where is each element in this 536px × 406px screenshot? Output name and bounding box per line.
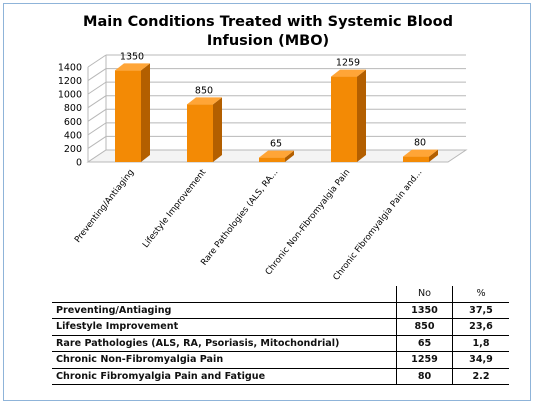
- y-tick-label: 600: [64, 117, 82, 128]
- table-row: Rare Pathologies (ALS, RA, Psoriasis, Mi…: [52, 335, 509, 352]
- gridline-depth: [87, 136, 107, 149]
- bar-front: [187, 104, 213, 162]
- x-axis-ticks: Preventing/Antiaging Lifestyle Improvemen…: [73, 167, 424, 280]
- bars: [115, 63, 438, 163]
- table-cell-pct: 34,9: [452, 351, 509, 369]
- x-tick-label: Chronic Non-Fibromyalgia Pain: [264, 168, 353, 278]
- bar-side: [141, 63, 150, 163]
- chart-title-line: Infusion (MBO): [207, 33, 329, 49]
- bar-side: [429, 149, 438, 162]
- table-header-pct: %: [452, 286, 509, 303]
- table-row: Preventing/Antiaging 1350 37,5: [52, 302, 509, 319]
- y-tick-label: 1400: [58, 63, 82, 74]
- table-header-no: No: [396, 286, 453, 303]
- data-table: No % Preventing/Antiaging 1350 37,5 Life…: [52, 286, 509, 385]
- data-label: 1259: [336, 58, 360, 69]
- table-cell-name: Chronic Fibromyalgia Pain and Fatigue: [52, 368, 397, 385]
- table-header-name: [52, 286, 397, 303]
- bar-chart: Main Conditions Treated with Systemic Bl…: [58, 14, 468, 280]
- y-tick-label: 1200: [58, 76, 82, 87]
- bar-top: [115, 63, 150, 71]
- y-tick-label: 800: [64, 103, 82, 114]
- data-label: 65: [270, 139, 282, 150]
- table-cell-pct: 23,6: [452, 318, 509, 336]
- bar-top: [331, 69, 366, 77]
- table-cell-name: Rare Pathologies (ALS, RA, Psoriasis, Mi…: [52, 335, 397, 352]
- x-tick-label: Preventing/Antiaging: [73, 168, 136, 245]
- data-label: 850: [195, 85, 213, 96]
- table-cell-name: Lifestyle Improvement: [52, 318, 397, 336]
- data-label: 1350: [120, 51, 144, 62]
- bar-front: [115, 70, 141, 162]
- y-tick-label: 200: [64, 144, 82, 155]
- gridline-depth: [87, 122, 107, 136]
- data-label: 80: [414, 138, 426, 149]
- y-tick-label: 400: [64, 130, 82, 141]
- y-tick-label: 1000: [58, 90, 82, 101]
- x-tick-label: Chronic Fibromyalgia Pain and...: [331, 168, 424, 280]
- table-cell-name: Preventing/Antiaging: [52, 302, 397, 319]
- y-axis-ticks: 0 200 400 600 800 1000 1200 1400: [58, 63, 82, 169]
- table-cell-no: 65: [396, 335, 453, 352]
- bar-side: [285, 150, 294, 162]
- table-cell-no: 850: [396, 318, 453, 336]
- gridline-depth: [87, 54, 107, 68]
- table-cell-name: Chronic Non-Fibromyalgia Pain: [52, 351, 397, 369]
- gridline-depth: [87, 68, 107, 81]
- x-tick-label: Lifestyle Improvement: [141, 167, 209, 250]
- chart-title: Main Conditions Treated with Systemic Bl…: [83, 14, 453, 49]
- bar-top: [259, 150, 294, 158]
- bar-top: [403, 149, 438, 157]
- table-header-row: No %: [52, 286, 509, 303]
- table-cell-pct: 1,8: [452, 335, 509, 352]
- chart-title-line: Main Conditions Treated with Systemic Bl…: [83, 14, 453, 30]
- bar-front: [331, 76, 357, 162]
- table-row: Lifestyle Improvement 850 23,6: [52, 318, 509, 336]
- y-tick-label: 0: [76, 158, 82, 169]
- table-cell-pct: 37,5: [452, 302, 509, 319]
- table-row: Chronic Non-Fibromyalgia Pain 1259 34,9: [52, 351, 509, 369]
- gridline-depth: [87, 108, 107, 122]
- bar-top: [187, 97, 222, 105]
- table-cell-no: 1259: [396, 351, 453, 369]
- table-row: Chronic Fibromyalgia Pain and Fatigue 80…: [52, 368, 509, 385]
- table-cell-no: 80: [396, 368, 453, 385]
- gridline-depth: [87, 95, 107, 109]
- bar-front: [403, 156, 429, 162]
- chart-gridlines: [86, 54, 468, 163]
- bar-side: [357, 69, 366, 162]
- x-tick-label: Rare Pathologies (ALS, RA...: [199, 168, 280, 268]
- gridline-depth: [87, 81, 107, 95]
- data-labels: 1350 850 65 1259 80: [120, 51, 426, 149]
- bar-side: [213, 97, 222, 162]
- table-cell-pct: 2.2: [452, 368, 509, 385]
- table-cell-no: 1350: [396, 302, 453, 319]
- bar-front: [259, 157, 285, 162]
